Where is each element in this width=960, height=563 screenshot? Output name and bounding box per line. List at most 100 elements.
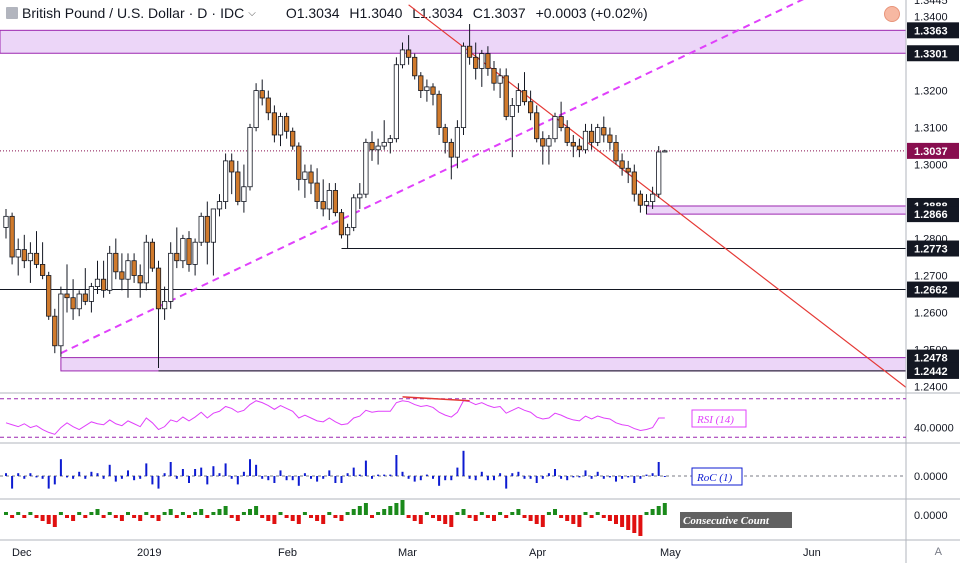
roc-bar <box>279 470 282 476</box>
consecutive-bar <box>589 515 594 518</box>
interval[interactable]: D <box>197 5 208 21</box>
roc-bar <box>535 476 538 483</box>
candle-body <box>94 278 101 288</box>
roc-bar <box>364 460 367 476</box>
consecutive-bar <box>431 515 435 518</box>
candle-body <box>613 141 619 162</box>
consecutive-bar <box>113 515 118 518</box>
symbol-name[interactable]: British Pound / U.S. Dollar <box>22 5 185 21</box>
candle-body <box>302 171 308 180</box>
candle-body <box>363 141 369 195</box>
candle-body <box>619 160 625 169</box>
roc-bar <box>389 474 392 476</box>
consecutive-bar <box>577 515 582 527</box>
level-price-tag-bg <box>907 206 959 223</box>
candle-body <box>595 127 601 143</box>
x-axis-label: Feb <box>278 547 297 559</box>
candle-body <box>137 275 143 284</box>
consecutive-bar <box>101 515 106 518</box>
candle-body <box>3 215 9 228</box>
candle-body <box>528 101 534 114</box>
candle-body <box>180 238 186 262</box>
roc-bar <box>5 473 7 476</box>
roc-bar <box>419 476 422 481</box>
roc-bar <box>139 476 142 479</box>
roc-bar <box>316 476 319 482</box>
roc-bar <box>371 476 373 479</box>
status-dot-icon[interactable] <box>884 6 900 22</box>
candle-body <box>253 90 259 128</box>
consecutive-bar <box>467 515 472 518</box>
candle-body <box>82 293 88 302</box>
consecutive-bar <box>406 515 411 518</box>
roc-bar <box>505 476 508 489</box>
consecutive-bar <box>174 515 179 518</box>
roc-bar <box>297 476 300 486</box>
consecutive-bar <box>363 503 368 515</box>
candle-body <box>216 201 223 210</box>
chevron-down-icon[interactable]: ⌵ <box>248 7 256 19</box>
roc-bar <box>17 473 20 476</box>
consecutive-bar <box>516 509 521 515</box>
roc-bar <box>59 459 62 476</box>
consecutive-bar <box>333 515 338 518</box>
level-price-tag-bg <box>907 281 959 298</box>
roc-bar <box>236 476 239 485</box>
consecutive-bar <box>83 515 88 518</box>
consecutive-bar <box>479 512 484 515</box>
consecutive-bar <box>119 515 124 521</box>
candle-body <box>186 238 192 265</box>
consecutive-bar <box>4 512 8 515</box>
roc-bar <box>401 471 404 476</box>
support-resistance-zone <box>646 205 906 215</box>
candle-body <box>473 56 479 69</box>
support-resistance-zone <box>0 29 906 54</box>
consecutive-bar <box>345 512 350 515</box>
candle-body <box>271 112 278 136</box>
candle-body <box>27 252 34 262</box>
roc-bar <box>11 476 14 489</box>
candle-body <box>296 145 302 180</box>
consecutive-bar <box>449 515 454 527</box>
consecutive-bar <box>229 515 234 518</box>
level-price-tag: 1.2662 <box>914 285 948 297</box>
consecutive-bar <box>339 515 344 521</box>
roc-bar <box>413 476 416 482</box>
roc-bar <box>523 476 526 479</box>
roc-bar <box>493 476 495 481</box>
roc-bar <box>322 476 325 479</box>
consecutive-bar <box>126 512 130 515</box>
consecutive-bar <box>46 515 51 524</box>
candle-body <box>552 116 558 140</box>
roc-bar <box>255 464 258 476</box>
candle-body <box>64 293 70 299</box>
candle-body <box>436 93 442 128</box>
price-tick-label: 1.2700 <box>914 271 948 283</box>
roc-bar <box>566 476 569 481</box>
roc-bar <box>41 476 44 479</box>
consecutive-bar <box>10 515 15 518</box>
roc-bar <box>511 473 514 476</box>
roc-bar <box>35 476 38 478</box>
candle-body <box>174 252 180 262</box>
consecutive-bar <box>321 515 326 524</box>
roc-bar <box>151 476 154 485</box>
candle-body <box>320 201 326 210</box>
level-price-tag-bg <box>907 45 959 62</box>
candle-body <box>534 112 540 140</box>
consecutive-bar <box>485 515 490 518</box>
roc-bar <box>645 474 648 476</box>
consecutive-bar <box>400 500 405 515</box>
consecutive-bar <box>626 515 631 530</box>
roc-label: RoC (1) <box>696 472 732 484</box>
roc-tick-label: 0.0000 <box>914 471 948 483</box>
roc-bar <box>206 476 209 485</box>
roc-bar <box>249 459 251 476</box>
candle-body <box>442 127 448 143</box>
candle-body <box>515 90 522 106</box>
symbol-square-icon[interactable] <box>6 7 18 19</box>
auto-scale-button[interactable]: A <box>934 546 942 558</box>
roc-bar <box>273 476 276 483</box>
consecutive-bar <box>284 515 289 518</box>
